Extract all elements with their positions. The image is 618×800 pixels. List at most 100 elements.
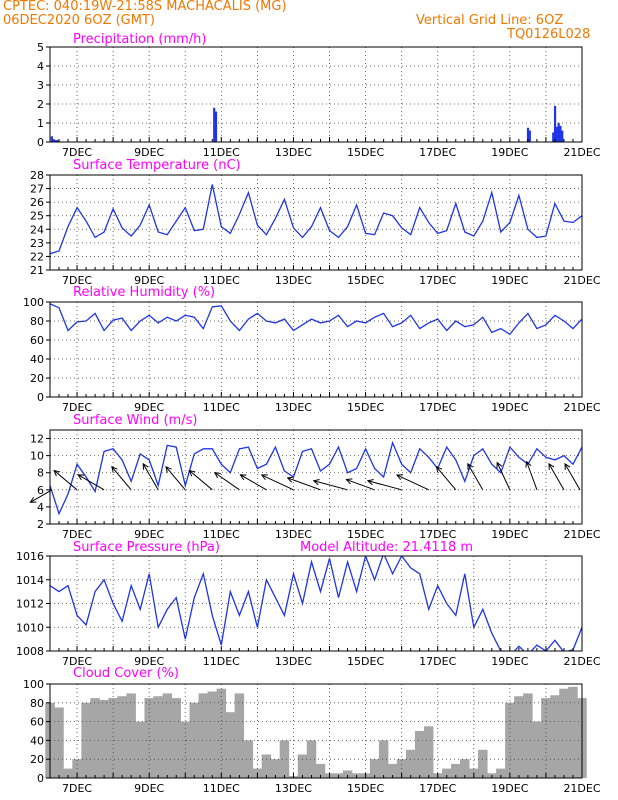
cloud-ytick-label: 0 [37, 772, 44, 785]
cloud-xtick-label: 7DEC [62, 782, 92, 795]
cloud-ytick-label: 20 [30, 753, 44, 766]
wind-vector [367, 480, 402, 491]
wind-frame [49, 429, 583, 525]
pressure-ytick-label: 1012 [16, 598, 44, 611]
rh-xtick-label: 19DEC [491, 401, 528, 414]
wind-vector [111, 466, 132, 491]
cloud-area-bar [153, 696, 163, 778]
temp-panel: Surface Temperature (nC) 2122232425262728… [30, 158, 601, 287]
precip-bar [52, 139, 55, 142]
precip-panel: Precipitation (mm/h) 0 1 2 3 4 5 7DEC 9DEC 11DEC 1… [37, 32, 601, 159]
cloud-panel: Cloud Cover (%) 0 20 40 60 80 100 7DEC 9DEC 11DEC… [23, 666, 601, 795]
precip-bar [552, 132, 555, 142]
cloud-area-bar [90, 698, 100, 778]
rh-ytick-label: 100 [23, 296, 44, 309]
cloud-area-bar [171, 698, 181, 778]
temp-ytick-label: 25 [30, 210, 44, 223]
cloud-area-bar [342, 770, 353, 778]
precip-ytick-label: 5 [37, 41, 44, 54]
temp-xtick-label: 21DEC [563, 274, 600, 287]
temp-xtick-label: 13DEC [275, 274, 312, 287]
cloud-xtick-label: 9DEC [134, 782, 164, 795]
cloud-area-bar [135, 721, 145, 778]
pressure-annotation: Model Altitude: 21.4118 m [300, 540, 473, 555]
wind-vector-head [467, 462, 474, 470]
pressure-ytick-label: 1014 [16, 574, 44, 587]
wind-ytick-label: 6 [37, 484, 44, 497]
cloud-area-bar [117, 696, 127, 778]
pressure-xtick-label: 15DEC [347, 655, 384, 668]
cloud-area-bar [405, 749, 416, 778]
wind-vector [548, 463, 565, 491]
cloud-area-bar [387, 763, 398, 778]
wind-line [50, 440, 582, 516]
wind-vector-head [286, 476, 294, 483]
pressure-xtick-label: 19DEC [491, 655, 528, 668]
precip-bar [561, 130, 564, 142]
rh-xtick-label: 9DEC [134, 401, 164, 414]
temp-ytick-label: 23 [30, 237, 44, 250]
wind-vector-head [260, 474, 268, 481]
precip-xtick-label: 17DEC [419, 146, 456, 159]
rh-ytick-label: 20 [30, 372, 44, 385]
temp-xtick-label: 7DEC [62, 274, 92, 287]
cloud-area-bar [216, 688, 227, 778]
precip-bar [213, 107, 216, 142]
cloud-area-bar [54, 707, 64, 778]
rh-xtick-label: 11DEC [203, 401, 240, 414]
cloud-area-bar [198, 693, 209, 778]
wind-ytick-label: 2 [37, 518, 44, 531]
cloud-area-bar [261, 754, 272, 778]
wind-vector [467, 463, 484, 491]
cloud-area-bar [496, 768, 506, 778]
pressure-line [50, 556, 582, 651]
precip-xtick-label: 19DEC [491, 146, 528, 159]
wind-vector-head [53, 469, 61, 477]
wind-vector [436, 466, 457, 491]
cloud-area-bar [442, 768, 452, 778]
wind-vector [313, 480, 348, 491]
cloud-area-bar [550, 695, 560, 778]
rh-ytick-label: 80 [30, 315, 44, 328]
cloud-area-bar [451, 763, 461, 778]
cloud-area-bar [63, 768, 73, 778]
temp-xtick-label: 11DEC [203, 274, 240, 287]
rh-ytick-label: 40 [30, 353, 44, 366]
rh-xtick-label: 13DEC [275, 401, 312, 414]
wind-vector [189, 470, 213, 491]
wind-vector [564, 463, 581, 491]
precip-title: Precipitation (mm/h) [73, 32, 206, 47]
wind-ytick-label: 8 [37, 467, 44, 480]
pressure-xtick-label: 7DEC [62, 655, 92, 668]
wind-vector [240, 474, 267, 491]
precip-xtick-label: 13DEC [275, 146, 312, 159]
wind-vector-head [77, 474, 85, 481]
rh-line [50, 303, 582, 336]
wind-vector [165, 466, 186, 491]
temp-ytick-label: 28 [30, 169, 44, 182]
temp-xtick-label: 9DEC [134, 274, 164, 287]
temp-ytick-label: 24 [30, 223, 44, 236]
wind-xtick-label: 15DEC [347, 528, 384, 541]
wind-ytick-label: 12 [30, 433, 44, 446]
pressure-xtick-label: 9DEC [134, 655, 164, 668]
cloud-ytick-label: 40 [30, 734, 44, 747]
rh-panel: Relative Humidity (%) 0 20 40 60 80 100 7DEC 9DE… [23, 285, 601, 414]
precip-bar [528, 130, 531, 142]
precip-bar [526, 127, 530, 142]
wind-xtick-label: 9DEC [134, 528, 164, 541]
cloud-area-bar [207, 691, 218, 778]
wind-vector-head [366, 479, 374, 486]
cloud-area-bar [559, 688, 569, 778]
precip-bar [214, 111, 218, 142]
grid-line-note: Vertical Grid Line: 6OZ [416, 13, 564, 28]
wind-xtick-label: 11DEC [203, 528, 240, 541]
wind-vector [77, 474, 105, 491]
wind-vector-head [142, 462, 149, 470]
cloud-area-bar [414, 731, 425, 778]
cloud-area-bar [514, 696, 524, 778]
wind-vector-head [188, 469, 196, 477]
wind-vector-head [165, 465, 172, 473]
cloud-area-bar [315, 763, 326, 778]
precip-xtick-label: 7DEC [62, 146, 92, 159]
